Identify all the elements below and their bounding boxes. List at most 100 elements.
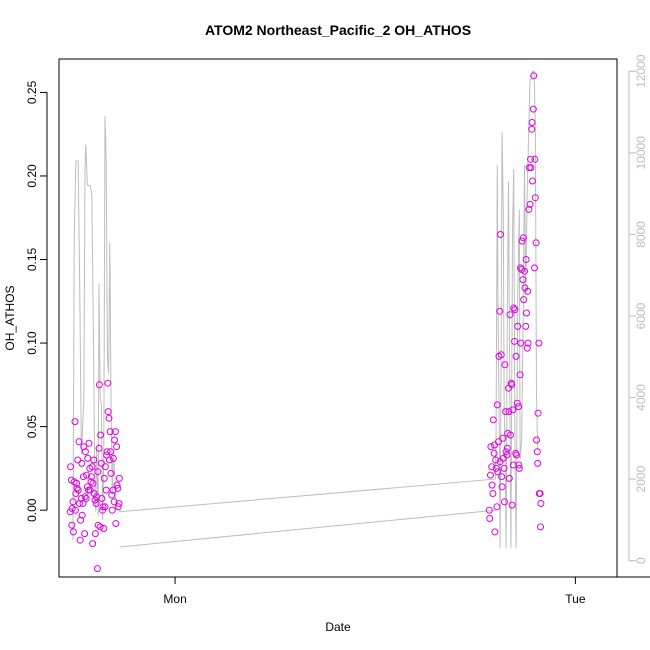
data-point	[67, 463, 75, 471]
chart-title: ATOM2 Northeast_Pacific_2 OH_ATHOS	[205, 22, 471, 38]
data-point	[68, 521, 76, 529]
data-point	[73, 479, 81, 487]
data-point	[488, 463, 496, 471]
plot-frame	[58, 58, 618, 578]
data-point	[503, 444, 511, 452]
data-point	[83, 471, 91, 479]
data-point	[503, 451, 511, 459]
data-point	[96, 523, 104, 531]
data-point	[511, 306, 519, 314]
series-points	[66, 72, 545, 573]
data-point	[71, 506, 79, 514]
data-point	[74, 486, 82, 494]
x-axis-label: Date	[325, 620, 351, 634]
data-point	[97, 431, 105, 439]
data-point	[525, 205, 533, 213]
series-line-0	[72, 70, 539, 549]
data-point	[528, 119, 536, 126]
data-point	[100, 525, 108, 532]
y2-tick-label: 8000	[634, 221, 648, 248]
data-point	[536, 490, 544, 497]
data-point	[489, 490, 497, 497]
data-point	[533, 436, 540, 444]
data-point	[526, 200, 534, 208]
data-point	[79, 500, 87, 507]
data-point	[493, 503, 501, 511]
data-point	[76, 536, 84, 544]
data-point	[94, 468, 102, 476]
data-point	[87, 473, 95, 481]
data-point	[111, 436, 119, 444]
data-point	[505, 474, 513, 482]
data-point	[519, 234, 527, 242]
data-point	[105, 456, 113, 464]
series-layer	[66, 70, 545, 573]
data-point	[494, 468, 502, 476]
data-point	[518, 237, 526, 245]
data-point	[497, 231, 504, 238]
data-point	[501, 361, 509, 369]
y2-tick-label: 12000	[634, 54, 648, 88]
y-tick-label: 0.15	[25, 247, 39, 271]
y2-tick-label: 6000	[634, 302, 648, 329]
data-point	[94, 521, 102, 529]
data-point	[505, 408, 513, 416]
y-axis-left: 0.00 0.05 0.10 0.15 0.20 0.25	[25, 80, 48, 522]
data-point	[91, 496, 99, 504]
data-point	[519, 276, 527, 284]
data-point	[82, 495, 90, 502]
y2-tick-label: 10000	[634, 136, 648, 170]
data-point	[537, 500, 545, 507]
data-point	[497, 351, 505, 359]
data-point	[104, 379, 112, 387]
data-point	[108, 506, 116, 514]
data-point	[492, 456, 500, 464]
data-point	[80, 443, 88, 451]
data-point	[488, 481, 496, 489]
data-point	[104, 408, 112, 416]
data-point	[531, 264, 538, 272]
data-point	[506, 311, 514, 319]
y-tick-label: 0.00	[25, 498, 39, 522]
data-point	[513, 451, 520, 459]
data-point	[77, 516, 85, 524]
data-point	[524, 339, 532, 347]
data-point	[534, 459, 542, 467]
data-point	[490, 449, 498, 457]
data-point	[491, 528, 499, 536]
data-point	[511, 337, 518, 345]
data-point	[487, 443, 495, 451]
data-point	[105, 414, 113, 422]
data-point	[514, 322, 522, 330]
data-point	[103, 448, 111, 456]
data-point	[110, 498, 118, 506]
data-point	[521, 267, 528, 275]
data-point	[98, 495, 106, 502]
data-point	[106, 428, 114, 436]
data-point	[527, 164, 535, 172]
data-point	[87, 478, 95, 486]
data-point	[102, 486, 110, 494]
data-point	[109, 486, 117, 494]
data-point	[69, 498, 77, 506]
data-point	[495, 438, 502, 446]
data-point	[510, 304, 518, 312]
data-point	[89, 540, 97, 548]
data-point	[114, 503, 122, 511]
data-point	[499, 434, 507, 442]
data-point	[527, 155, 534, 163]
data-point	[486, 515, 494, 522]
data-point	[78, 511, 86, 519]
data-point	[502, 408, 510, 416]
data-point	[517, 339, 525, 347]
data-point	[520, 296, 528, 304]
data-point	[107, 448, 115, 456]
data-point	[501, 498, 508, 506]
data-point	[491, 441, 498, 449]
data-point	[500, 464, 508, 472]
data-point	[89, 479, 97, 487]
data-point	[88, 463, 96, 471]
data-point	[78, 459, 86, 467]
data-point	[496, 307, 504, 315]
